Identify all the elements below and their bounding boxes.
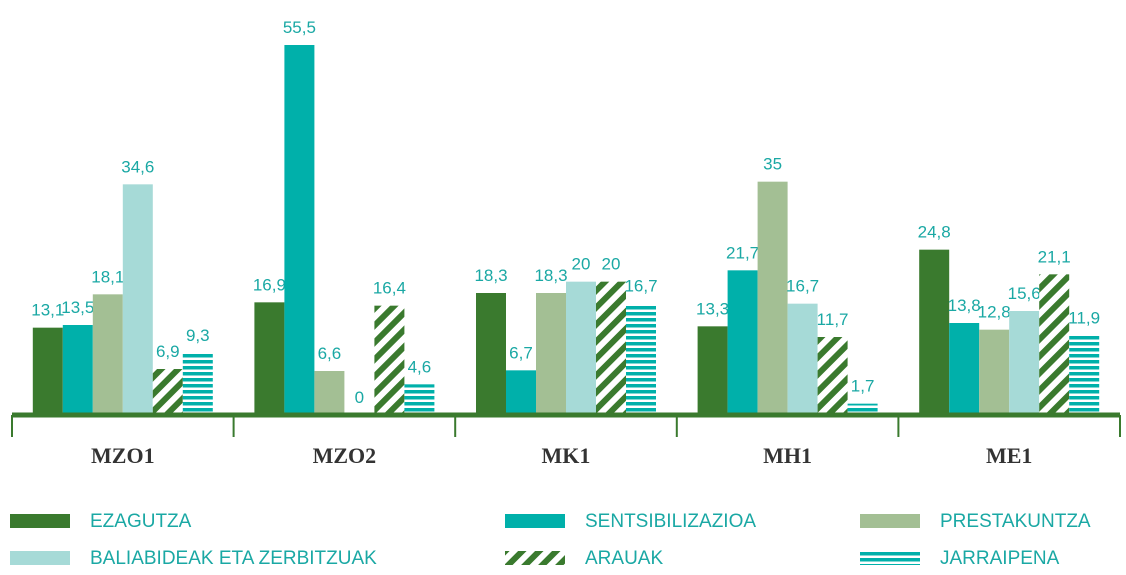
legend-label: SENTSIBILIZAZIOA bbox=[585, 511, 756, 532]
legend-swatch bbox=[860, 514, 920, 528]
bar bbox=[1009, 311, 1040, 415]
value-label: 6,6 bbox=[318, 344, 342, 363]
x-tick-label: MZO1 bbox=[91, 443, 155, 468]
value-label: 0 bbox=[355, 388, 364, 407]
legend-label: ARAUAK bbox=[585, 548, 663, 569]
bar bbox=[404, 384, 435, 415]
bar bbox=[536, 293, 566, 415]
value-label: 18,3 bbox=[474, 266, 507, 285]
legend-swatch bbox=[10, 514, 70, 528]
value-label: 13,3 bbox=[696, 299, 729, 318]
value-label: 35 bbox=[763, 155, 782, 174]
x-tick-label: MK1 bbox=[542, 443, 591, 468]
legend-swatch bbox=[860, 551, 920, 565]
legend-label: BALIABIDEAK ETA ZERBITZUAK bbox=[90, 548, 377, 569]
value-label: 16,4 bbox=[373, 279, 406, 298]
bar bbox=[314, 371, 345, 415]
bar bbox=[182, 353, 213, 415]
legend-swatch bbox=[505, 514, 565, 528]
bar bbox=[919, 249, 950, 415]
legend-label: PRESTAKUNTZA bbox=[940, 511, 1091, 532]
value-label: 16,9 bbox=[253, 275, 286, 294]
value-label: 15,6 bbox=[1008, 284, 1041, 303]
value-label: 12,8 bbox=[978, 303, 1011, 322]
value-label: 34,6 bbox=[121, 157, 154, 176]
value-label: 18,1 bbox=[91, 267, 124, 286]
value-label: 6,9 bbox=[156, 342, 180, 361]
bar bbox=[847, 403, 878, 415]
bar bbox=[92, 294, 123, 415]
bar bbox=[1039, 274, 1070, 415]
bar bbox=[122, 184, 153, 415]
value-label: 11,9 bbox=[1068, 309, 1100, 328]
value-label: 9,3 bbox=[186, 326, 210, 345]
value-label: 13,5 bbox=[61, 298, 94, 317]
bar bbox=[32, 327, 63, 415]
value-label: 1,7 bbox=[851, 377, 875, 396]
value-label: 20 bbox=[572, 255, 591, 274]
value-label: 16,7 bbox=[624, 277, 657, 296]
x-tick-label: ME1 bbox=[986, 443, 1032, 468]
x-tick-label: MZO2 bbox=[313, 443, 377, 468]
legend-label: EZAGUTZA bbox=[90, 511, 192, 532]
value-label: 55,5 bbox=[283, 18, 316, 37]
bar bbox=[506, 370, 536, 415]
value-label: 24,8 bbox=[918, 223, 951, 242]
value-label: 20 bbox=[602, 255, 621, 274]
bar bbox=[1069, 335, 1100, 415]
value-label: 18,3 bbox=[534, 266, 567, 285]
value-label: 13,1 bbox=[31, 301, 64, 320]
value-label: 21,7 bbox=[726, 243, 759, 262]
bar bbox=[757, 181, 788, 415]
bar bbox=[284, 45, 315, 415]
bar bbox=[254, 302, 285, 415]
value-label: 6,7 bbox=[509, 343, 533, 362]
bar bbox=[949, 323, 980, 415]
bar bbox=[727, 270, 758, 415]
legend-swatch bbox=[505, 551, 565, 565]
bar bbox=[566, 281, 596, 415]
bar bbox=[697, 326, 728, 415]
bar bbox=[817, 337, 848, 415]
bar bbox=[787, 303, 818, 415]
bar bbox=[152, 369, 183, 415]
legend-swatch bbox=[10, 551, 70, 565]
value-label: 16,7 bbox=[786, 277, 819, 296]
legend-label: JARRAIPENA bbox=[940, 548, 1060, 569]
bar bbox=[979, 329, 1010, 415]
bar bbox=[626, 303, 656, 415]
x-tick-label: MH1 bbox=[763, 443, 812, 468]
value-label: 11,7 bbox=[817, 310, 849, 329]
value-label: 13,8 bbox=[948, 296, 981, 315]
bar bbox=[596, 281, 626, 415]
value-label: 21,1 bbox=[1038, 247, 1071, 266]
bar bbox=[374, 305, 405, 415]
bar bbox=[476, 293, 506, 415]
bar bbox=[62, 325, 93, 415]
value-label: 4,6 bbox=[408, 357, 432, 376]
